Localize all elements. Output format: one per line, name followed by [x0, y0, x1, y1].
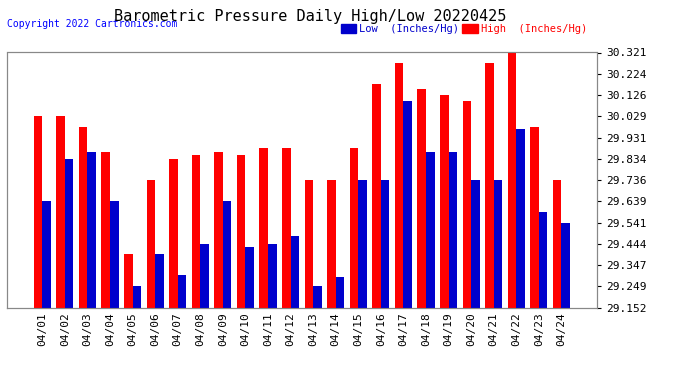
Bar	[471, 180, 480, 308]
Bar	[192, 155, 200, 308]
Bar	[223, 201, 231, 308]
Bar	[282, 148, 290, 308]
Bar	[516, 129, 525, 308]
Bar	[448, 152, 457, 308]
Bar	[373, 84, 381, 308]
Bar	[290, 236, 299, 308]
Bar	[178, 275, 186, 308]
Bar	[553, 180, 562, 308]
Bar	[215, 152, 223, 308]
Legend: Low  (Inches/Hg), High  (Inches/Hg): Low (Inches/Hg), High (Inches/Hg)	[337, 20, 591, 38]
Bar	[440, 95, 449, 308]
Bar	[485, 63, 494, 308]
Bar	[417, 89, 426, 308]
Bar	[426, 152, 435, 308]
Bar	[336, 278, 344, 308]
Bar	[246, 247, 254, 308]
Bar	[101, 152, 110, 308]
Bar	[404, 101, 412, 308]
Bar	[124, 255, 132, 308]
Bar	[494, 180, 502, 308]
Text: Barometric Pressure Daily High/Low 20220425: Barometric Pressure Daily High/Low 20220…	[115, 9, 506, 24]
Bar	[259, 148, 268, 308]
Bar	[57, 116, 65, 308]
Bar	[34, 116, 42, 308]
Bar	[313, 286, 322, 308]
Bar	[562, 223, 570, 308]
Bar	[155, 255, 164, 308]
Bar	[508, 46, 516, 308]
Bar	[146, 180, 155, 308]
Bar	[358, 180, 367, 308]
Bar	[110, 201, 119, 308]
Bar	[381, 180, 389, 308]
Bar	[88, 152, 96, 308]
Bar	[79, 127, 88, 308]
Bar	[237, 155, 246, 308]
Text: Copyright 2022 Cartronics.com: Copyright 2022 Cartronics.com	[7, 20, 177, 29]
Bar	[395, 63, 404, 308]
Bar	[531, 127, 539, 308]
Bar	[304, 180, 313, 308]
Bar	[42, 201, 51, 308]
Bar	[132, 286, 141, 308]
Bar	[539, 212, 547, 308]
Bar	[350, 148, 358, 308]
Bar	[462, 101, 471, 308]
Bar	[327, 180, 336, 308]
Bar	[169, 159, 178, 308]
Bar	[65, 159, 73, 308]
Bar	[200, 244, 209, 308]
Bar	[268, 244, 277, 308]
